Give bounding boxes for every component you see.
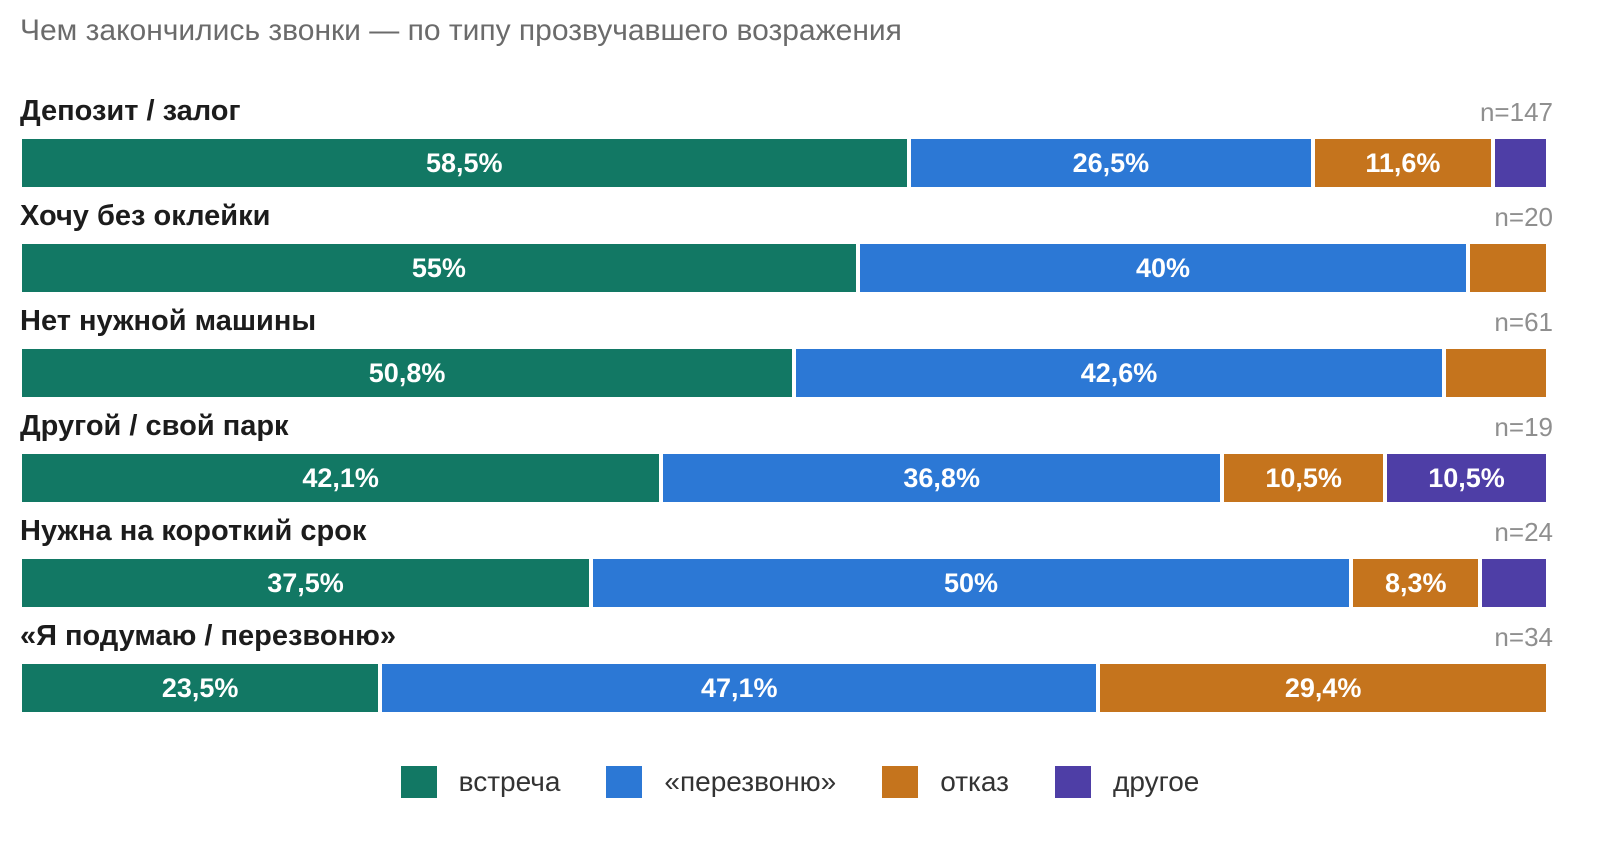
data-label: 42,1% bbox=[302, 462, 379, 493]
bar-segment-perezvonyu: 50% bbox=[593, 559, 1349, 607]
sample-size-label: n=61 bbox=[1494, 307, 1553, 337]
category-label: «Я подумаю / перезвоню» bbox=[20, 620, 396, 652]
legend-item: отказ bbox=[882, 766, 1009, 798]
bar-segment-otkaz: 8,3% bbox=[1353, 559, 1479, 607]
legend-label: встреча bbox=[458, 766, 561, 797]
legend-item: «перезвоню» bbox=[606, 766, 836, 798]
category-label: Депозит / залог bbox=[20, 95, 241, 127]
data-label: 36,8% bbox=[903, 462, 980, 493]
data-label: 26,5% bbox=[1072, 147, 1150, 178]
data-label: 11,6% bbox=[1365, 147, 1441, 178]
bar-segment-drugoe bbox=[1494, 139, 1546, 187]
bar-segment-otkaz bbox=[1470, 244, 1546, 292]
sample-size-label: n=19 bbox=[1494, 412, 1553, 442]
data-label: 42,6% bbox=[1080, 357, 1158, 388]
bar-segment-perezvonyu: 26,5% bbox=[910, 139, 1312, 187]
data-label: 40% bbox=[1135, 252, 1191, 283]
category-label: Другой / свой парк bbox=[20, 410, 289, 442]
bar-segment-vstrecha: 58,5% bbox=[22, 139, 907, 187]
bar-segment-otkaz bbox=[1445, 349, 1546, 397]
sample-size-label: n=24 bbox=[1494, 517, 1553, 547]
data-label: 50% bbox=[943, 567, 999, 598]
chart-title: Чем закончились звонки — по типу прозвуч… bbox=[20, 14, 902, 47]
bar-segment-otkaz: 29,4% bbox=[1100, 664, 1546, 712]
data-label: 47,1% bbox=[700, 672, 778, 703]
bar-segment-vstrecha: 50,8% bbox=[22, 349, 793, 397]
data-label: 23,5% bbox=[161, 672, 239, 703]
legend-label: другое bbox=[1113, 766, 1200, 797]
bar-segment-perezvonyu: 36,8% bbox=[663, 454, 1221, 502]
bar-segment-drugoe: 10,5% bbox=[1387, 454, 1546, 502]
category-label: Хочу без оклейки bbox=[20, 200, 271, 232]
data-label: 37,5% bbox=[267, 567, 344, 598]
category-label: Нет нужной машины bbox=[20, 305, 317, 337]
category-label: Нужна на короткий срок bbox=[20, 515, 367, 547]
legend-item: встреча bbox=[400, 766, 561, 798]
bar-segment-vstrecha: 42,1% bbox=[22, 454, 660, 502]
data-label: 10,5% bbox=[1265, 462, 1342, 493]
sample-size-label: n=20 bbox=[1494, 202, 1553, 232]
bar-segment-perezvonyu: 42,6% bbox=[796, 349, 1442, 397]
legend-swatch bbox=[606, 766, 643, 798]
bar-segment-vstrecha: 37,5% bbox=[22, 559, 589, 607]
data-label: 55% bbox=[411, 252, 466, 283]
legend-item: другое bbox=[1055, 766, 1199, 798]
bar-segment-otkaz: 11,6% bbox=[1315, 139, 1491, 187]
bar-segment-otkaz: 10,5% bbox=[1224, 454, 1384, 502]
legend-swatch bbox=[882, 766, 919, 798]
legend-swatch bbox=[1055, 766, 1091, 798]
sample-size-label: n=34 bbox=[1494, 622, 1553, 652]
data-label: 50,8% bbox=[368, 357, 446, 388]
bar-segment-drugoe bbox=[1482, 559, 1546, 607]
data-label: 58,5% bbox=[425, 147, 503, 178]
bar-segment-vstrecha: 55% bbox=[22, 244, 856, 292]
data-label: 8,3% bbox=[1384, 567, 1447, 598]
bar-segment-vstrecha: 23,5% bbox=[22, 664, 379, 712]
bar-segment-perezvonyu: 47,1% bbox=[382, 664, 1097, 712]
legend-label: отказ bbox=[940, 766, 1009, 797]
bar-segment-perezvonyu: 40% bbox=[859, 244, 1467, 292]
legend: встреча «перезвоню» отказ другое bbox=[0, 764, 1600, 800]
data-label: 10,5% bbox=[1428, 462, 1505, 493]
data-label: 29,4% bbox=[1284, 672, 1362, 703]
legend-swatch bbox=[400, 766, 437, 798]
legend-label: «перезвоню» bbox=[664, 766, 837, 797]
sample-size-label: n=147 bbox=[1479, 97, 1553, 127]
